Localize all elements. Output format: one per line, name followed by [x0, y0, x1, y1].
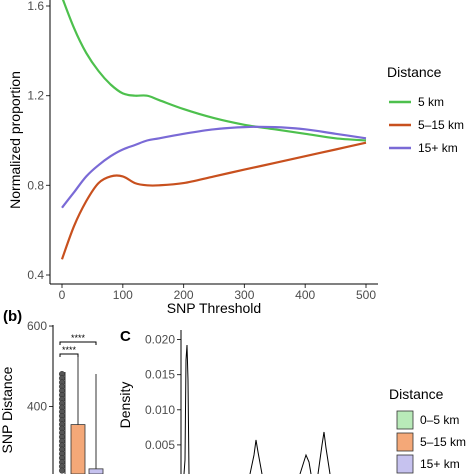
y-tick-label: 0.8 — [27, 178, 44, 192]
x-tick-label: 100 — [113, 288, 133, 302]
panel-b-y-axis-label: SNP Distance — [0, 366, 15, 453]
panel-b-outliers — [59, 371, 66, 474]
legend-label: 5–15 km — [420, 435, 466, 449]
panel-c-legend-title: Distance — [389, 386, 444, 402]
panel-a-series — [60, 0, 367, 260]
significance-stars-narrow: **** — [62, 345, 77, 355]
legend-label: 0–5 km — [420, 413, 459, 427]
panel-b: (b) SNP Distance 400 600 **** **** — [0, 308, 104, 474]
panel-c-legend: 0–5 km 5–15 km 15+ km — [396, 410, 466, 474]
panel-a-x-axis-label: SNP Threshold — [167, 300, 261, 316]
legend-label: 15+ km — [418, 141, 458, 155]
series-line-3 — [61, 125, 367, 209]
x-tick-label: 400 — [295, 288, 315, 302]
significance-bracket-narrow — [59, 353, 79, 357]
legend-swatch — [396, 432, 414, 452]
y-tick-label: 1.6 — [27, 0, 44, 13]
legend-label: 5–15 km — [418, 118, 464, 132]
panel-a: 0.4 0.8 1.2 1.6 0 100 200 300 400 500 Normalized… — [7, 0, 378, 316]
panel-a-legend: Distance 5 km 5–15 km 15+ km — [387, 64, 464, 155]
y-tick-label: 0.005 — [145, 438, 175, 452]
bar-3 — [88, 468, 104, 474]
panel-c-label: C — [120, 328, 131, 345]
legend-swatch — [396, 410, 414, 430]
y-tick-label: 0.020 — [145, 333, 175, 347]
series-line-1 — [61, 0, 367, 142]
density-curves — [183, 344, 331, 474]
significance-bracket-wide — [59, 341, 97, 345]
significance-stars-wide: **** — [71, 333, 86, 343]
panel-b-label: (b) — [3, 308, 22, 325]
series-line-2 — [60, 141, 367, 260]
y-tick-label: 600 — [27, 319, 47, 333]
y-tick-label: 1.2 — [27, 89, 44, 103]
panel-b-y-ticks: 400 600 — [27, 319, 53, 414]
legend-title: Distance — [387, 64, 442, 80]
y-tick-label: 400 — [27, 400, 47, 414]
legend-label: 15+ km — [420, 457, 460, 471]
bar-2 — [70, 424, 86, 474]
y-tick-label: 0.015 — [145, 368, 175, 382]
y-tick-label: 0.4 — [27, 268, 44, 282]
x-tick-label: 200 — [174, 288, 194, 302]
panel-c-y-ticks: 0.005 0.010 0.015 0.020 — [145, 333, 181, 452]
legend-swatch — [396, 454, 414, 474]
x-tick-label: 300 — [234, 288, 254, 302]
legend-label: 5 km — [418, 95, 444, 109]
panel-b-bars — [64, 356, 104, 474]
outlier-point — [59, 467, 66, 474]
x-tick-label: 500 — [356, 288, 376, 302]
panel-a-x-ticks: 0 100 200 300 400 500 — [59, 284, 376, 302]
panel-a-y-axis-label: Normalized proportion — [7, 71, 23, 209]
x-tick-label: 0 — [59, 288, 66, 302]
y-tick-label: 0.010 — [145, 403, 175, 417]
panel-a-y-ticks: 0.4 0.8 1.2 1.6 — [27, 0, 50, 282]
panel-c-y-axis-label: Density — [117, 382, 133, 429]
